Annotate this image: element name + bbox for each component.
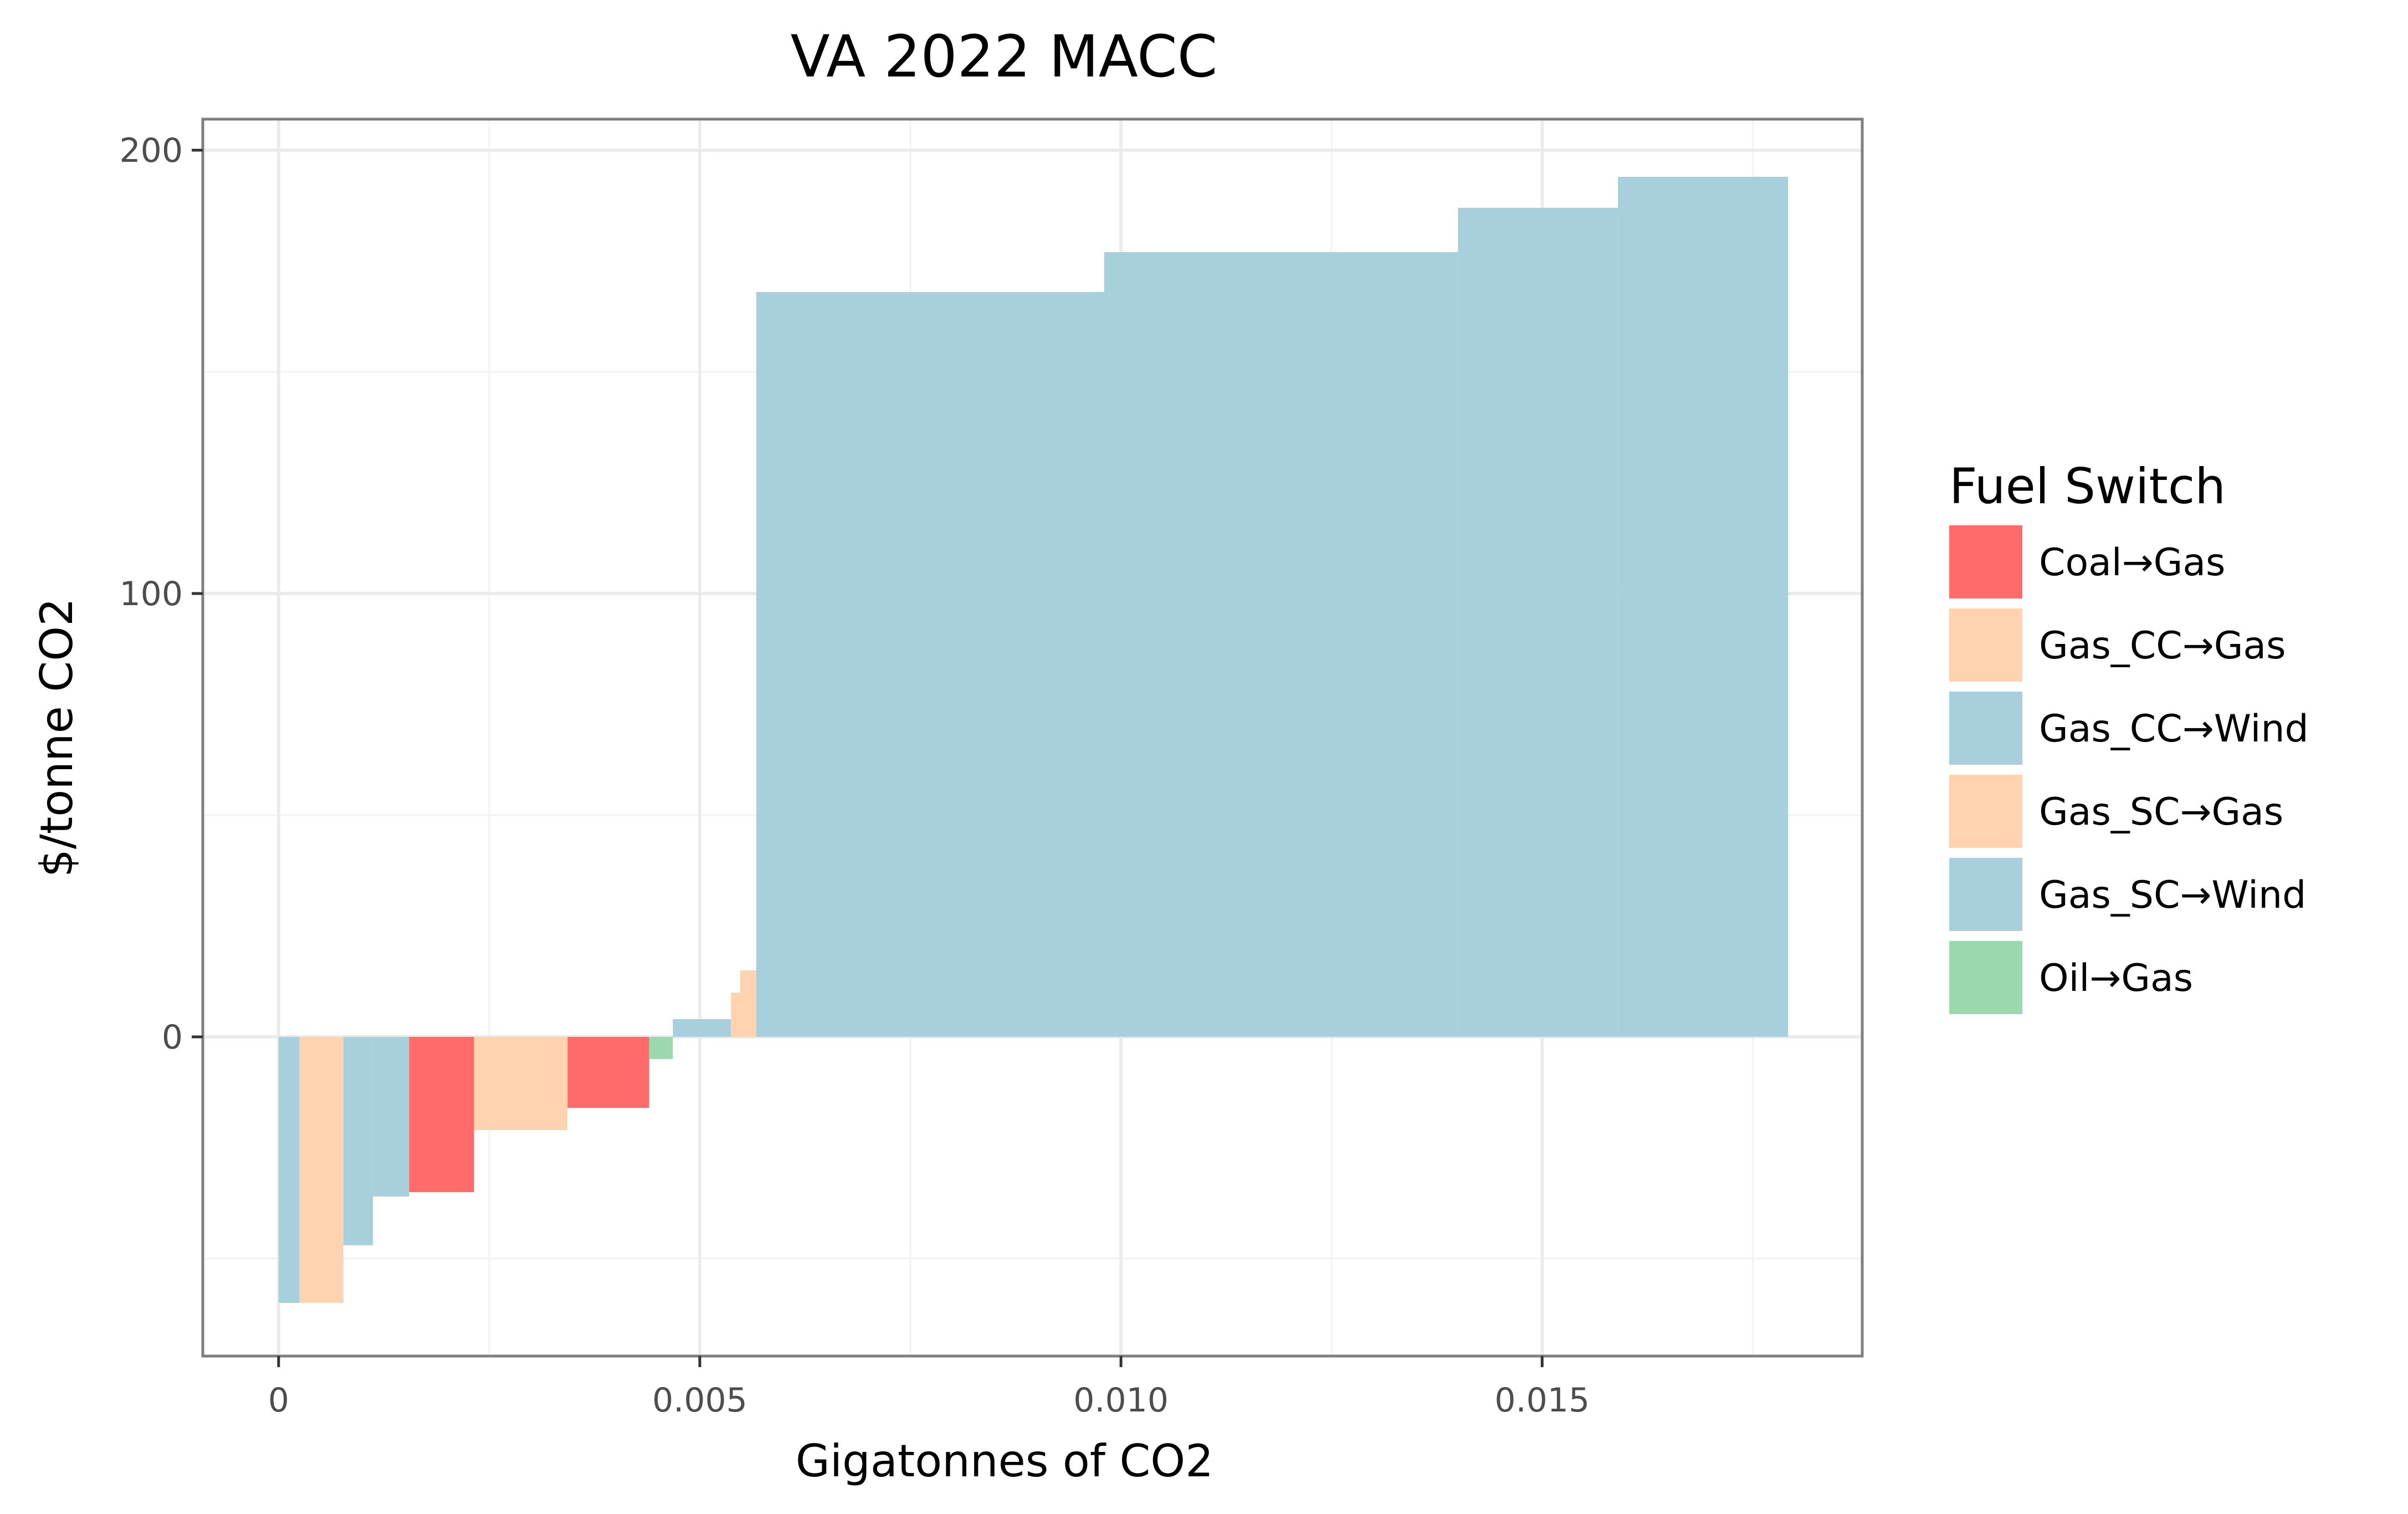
y-axis-title: $/tonne CO2 — [31, 598, 83, 877]
x-tick-label: 0 — [268, 1381, 289, 1420]
legend-label: Gas_CC→Wind — [2039, 707, 2309, 751]
x-axis-title: Gigatonnes of CO2 — [796, 1435, 1213, 1487]
bar-oil_gas — [649, 1037, 673, 1059]
legend-key-swatch — [1949, 608, 2022, 682]
bar-gascc_wind — [1458, 208, 1618, 1037]
legend-item-gascc_wind: Gas_CC→Wind — [1949, 692, 2309, 765]
x-tick-label: 0.015 — [1494, 1381, 1590, 1420]
y-tick-label: 100 — [119, 575, 183, 613]
legend-label: Gas_SC→Wind — [2039, 873, 2306, 917]
chart-title: VA 2022 MACC — [791, 23, 1218, 90]
legend-key-swatch — [1949, 692, 2022, 765]
bar-gassc_wind — [373, 1037, 409, 1196]
bar-gascc_gas — [740, 970, 756, 1037]
legend-key-swatch — [1949, 858, 2022, 931]
legend-label: Gas_CC→Gas — [2039, 624, 2286, 668]
bar-coal_gas — [409, 1037, 474, 1192]
bar-gascc_wind — [673, 1019, 731, 1037]
legend-item-oil_gas: Oil→Gas — [1949, 941, 2193, 1014]
legend-item-gascc_gas: Gas_CC→Gas — [1949, 608, 2286, 682]
legend-item-gassc_gas: Gas_SC→Gas — [1949, 775, 2283, 848]
panel-border — [201, 117, 1864, 1358]
bar-gassc_wind — [343, 1037, 373, 1245]
y-tick-label: 200 — [119, 131, 183, 170]
plot-panel — [201, 117, 1864, 1358]
x-tick-label: 0.010 — [1073, 1381, 1169, 1420]
axes: 0 0.005 0.010 0.015 0 100 200 — [119, 131, 1590, 1420]
bar-gassc_wind — [278, 1037, 300, 1303]
legend-key-swatch — [1949, 775, 2022, 848]
legend-label: Oil→Gas — [2039, 957, 2193, 1000]
bar-gascc_wind — [1104, 252, 1458, 1037]
bar-gascc_wind — [756, 292, 1104, 1037]
legend-item-coal_gas: Coal→Gas — [1949, 525, 2225, 599]
bar-gassc_gas — [299, 1037, 344, 1303]
legend-items: Coal→Gas Gas_CC→Gas Gas_CC→Wind Gas_SC→Gas G… — [1949, 525, 2309, 1014]
bar-coal_gas — [567, 1037, 649, 1108]
legend-item-gassc_wind: Gas_SC→Wind — [1949, 858, 2306, 931]
legend-label: Coal→Gas — [2039, 541, 2225, 585]
bar-gascc_gas — [731, 993, 740, 1037]
legend-title: Fuel Switch — [1949, 458, 2226, 515]
y-tick-label: 0 — [162, 1018, 183, 1057]
legend-label: Gas_SC→Gas — [2039, 790, 2283, 834]
legend-key-swatch — [1949, 941, 2022, 1014]
x-tick-label: 0.005 — [652, 1381, 747, 1420]
legend: Fuel Switch Coal→Gas Gas_CC→Gas Gas_CC→Win… — [1949, 458, 2309, 1014]
legend-key-swatch — [1949, 525, 2022, 599]
bars — [278, 177, 1789, 1303]
bar-gascc_wind — [1618, 177, 1789, 1037]
bar-gassc_gas — [474, 1037, 568, 1130]
